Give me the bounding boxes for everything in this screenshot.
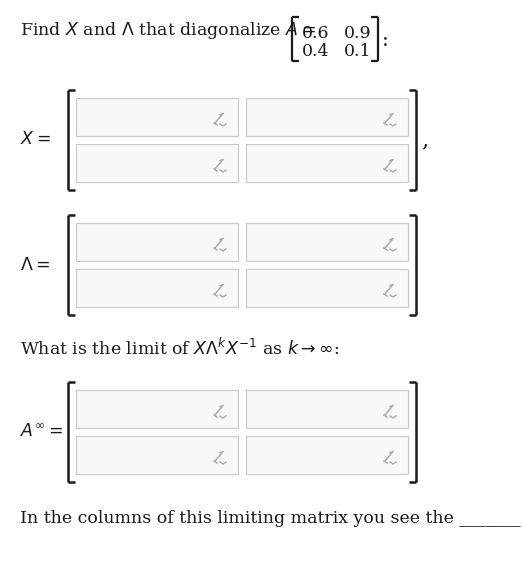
Bar (246, 269, 408, 307)
Text: What is the limit of $X\Lambda^k X^{-1}$ as $k \to \infty$:: What is the limit of $X\Lambda^k X^{-1}$… (20, 338, 339, 359)
Text: In the columns of this limiting matrix you see the _______ ?: In the columns of this limiting matrix y… (20, 510, 522, 527)
Text: $A^\infty = $: $A^\infty = $ (20, 424, 63, 440)
Bar (76, 390, 238, 428)
Bar (246, 144, 408, 182)
Text: $\Lambda = $: $\Lambda = $ (20, 256, 50, 274)
Text: 0.9: 0.9 (344, 25, 372, 42)
Bar (76, 223, 238, 261)
Text: ,: , (421, 129, 428, 151)
Text: :: : (382, 31, 389, 50)
Bar (76, 269, 238, 307)
Bar (246, 223, 408, 261)
Bar (76, 144, 238, 182)
Bar (246, 436, 408, 474)
Bar (76, 98, 238, 136)
Bar (246, 390, 408, 428)
Text: 0.1: 0.1 (344, 43, 372, 60)
Bar (246, 98, 408, 136)
Text: Find $X$ and $\Lambda$ that diagonalize $A = $: Find $X$ and $\Lambda$ that diagonalize … (20, 20, 316, 41)
Text: 0.4: 0.4 (302, 43, 329, 60)
Bar (76, 436, 238, 474)
Text: 0.6: 0.6 (302, 25, 329, 42)
Text: $X = $: $X = $ (20, 131, 51, 149)
